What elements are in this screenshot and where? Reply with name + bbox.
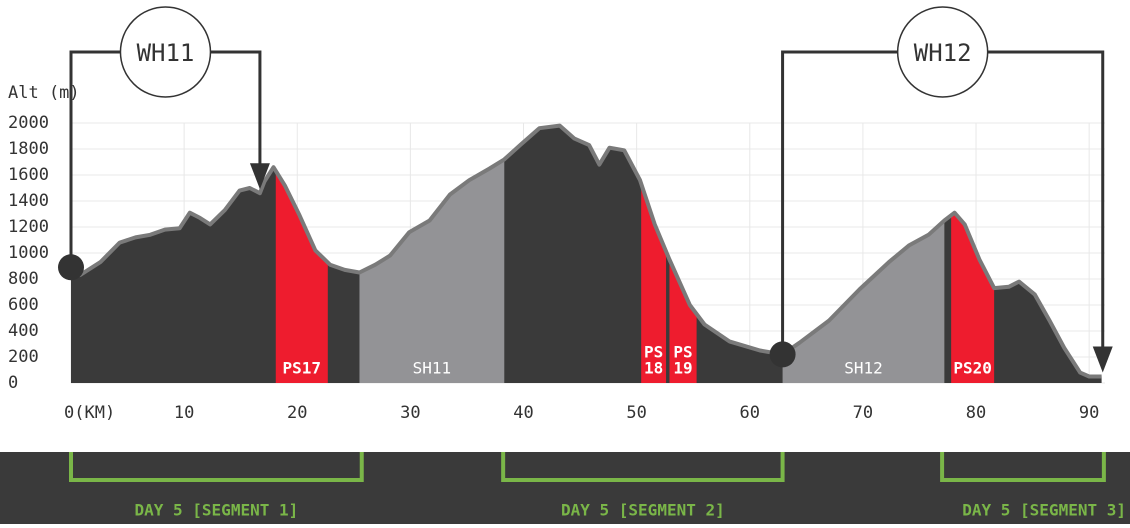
x-tick-label: 40	[513, 403, 533, 423]
elevation-area	[71, 125, 1102, 383]
waypoint-label: WH11	[137, 39, 195, 67]
x-tick-label: 10	[174, 403, 194, 423]
x-tick-label: 30	[400, 403, 420, 423]
y-tick-label: 400	[8, 321, 39, 341]
day-bracket	[501, 452, 785, 482]
section-label: PS	[644, 343, 663, 362]
arrow-head	[249, 163, 270, 190]
y-axis-label: Alt (m)	[8, 83, 80, 103]
waypoint-dot	[769, 341, 796, 368]
day-label: DAY 5 [SEGMENT 2]	[561, 501, 725, 520]
y-tick-label: 800	[8, 269, 39, 289]
y-tick-label: 600	[8, 295, 39, 315]
waypoint-circle	[119, 6, 212, 98]
day-label: DAY 5 [SEGMENT 3]	[962, 501, 1126, 520]
section-label: PS20	[953, 359, 992, 378]
x-tick-label: 70	[853, 403, 873, 423]
section	[275, 125, 328, 383]
y-tick-label: 0	[8, 373, 18, 393]
day-label: DAY 5 [SEGMENT 1]	[134, 501, 298, 520]
y-tick-label: 1800	[8, 139, 49, 159]
y-tick-label: 1400	[8, 191, 49, 211]
section	[669, 125, 697, 383]
y-tick-label: 1600	[8, 165, 49, 185]
elevation-outline	[69, 123, 1102, 379]
waypoint-label: WH12	[914, 39, 972, 67]
section-label: PS17	[283, 359, 322, 378]
section	[782, 125, 945, 383]
section-label: SH11	[413, 359, 452, 378]
waypoint-circle	[896, 6, 989, 98]
arrow-head	[1092, 346, 1113, 373]
x-tick-label: 80	[966, 403, 986, 423]
section-label: PS	[673, 343, 692, 362]
x-tick-label: 20	[287, 403, 307, 423]
section-label: 19	[673, 359, 692, 378]
y-tick-label: 1200	[8, 217, 49, 237]
x-tick-label: 50	[626, 403, 646, 423]
section-label: SH12	[844, 359, 883, 378]
y-tick-label: 2000	[8, 113, 49, 133]
waypoint-dot	[58, 254, 84, 281]
day-bracket	[69, 452, 364, 482]
y-tick-label: 1000	[8, 243, 49, 263]
day-bracket	[940, 452, 1106, 482]
y-tick-label: 200	[8, 347, 39, 367]
section-label: 18	[644, 359, 663, 378]
section	[359, 125, 505, 383]
x-tick-label: 90	[1079, 403, 1099, 423]
x-tick-label: 60	[740, 403, 760, 423]
x-tick-label: 0(KM)	[64, 403, 115, 423]
